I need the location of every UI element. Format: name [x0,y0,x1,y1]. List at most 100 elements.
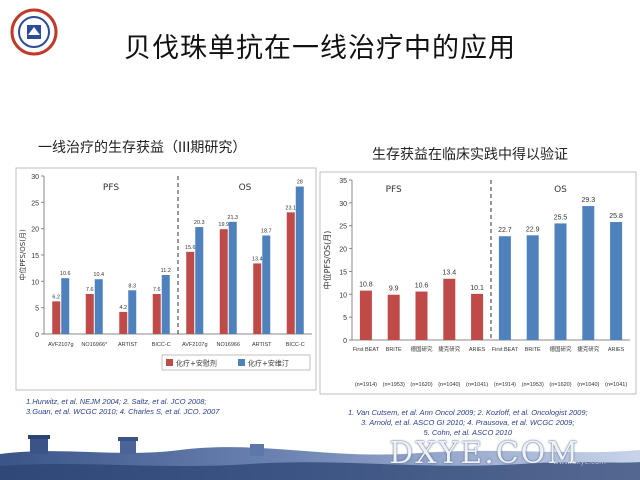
bar [152,293,161,334]
group-label-os: OS [239,183,252,193]
y-tick-label: 0 [343,338,347,345]
y-tick-label: 30 [339,201,347,208]
x-tick-label: ARIES [469,347,486,353]
data-label: 10.1 [470,285,484,292]
university-logo [10,8,58,56]
x-tick-label: NO16966* [81,342,108,348]
y-tick-label: 20 [31,227,39,234]
data-label: 21.3 [227,215,238,221]
bar [295,186,304,334]
y-tick-label: 10 [31,279,39,286]
y-tick-label: 35 [339,178,347,185]
right-bar-chart: 0 5 10 15 20 25 30 35 中位PFS/OS(月) 10.8 First BEAT (… [319,171,637,395]
right-ref-line: 5. Cohn, et al. ASCO 2010 [423,428,513,437]
n-label: (n=1914) [355,382,377,388]
bar [94,279,103,334]
bar [471,293,484,340]
x-tick-label: NO16966 [216,342,240,348]
bar [61,278,70,334]
bar [359,290,372,340]
bar [253,263,262,334]
x-tick-label: 捷克研究 [438,345,461,353]
group-label-os: OS [554,185,567,195]
n-label: (n=1914) [494,382,516,388]
x-tick-label: First BEAT [492,347,519,353]
bar [52,301,61,334]
data-label: 13.4 [442,270,456,277]
data-label: 9.9 [389,286,399,293]
x-tick-label: AVF2107g [48,342,74,348]
bar [526,235,539,340]
bar [610,222,623,340]
bar [186,251,195,334]
bar [498,236,511,340]
y-tick-label: 5 [35,306,39,313]
legend-label: 化疗+安维汀 [248,359,289,368]
data-label: 7.6 [86,287,94,293]
n-label: (n=1620) [410,382,432,388]
data-label: 10.8 [359,282,373,289]
left-ref-line: 3.Guan, et al. WCGC 2010; 4. Charles S, … [26,407,220,416]
data-label: 18.7 [261,229,272,235]
group-label-pfs: PFS [386,185,402,195]
bar [128,290,137,334]
y-tick-label: 20 [339,247,347,254]
data-label: 15.6 [185,245,196,251]
legend-box [161,354,311,371]
x-tick-label: ARTIST [252,342,272,348]
bar [286,212,295,334]
x-tick-label: BRiTE [386,347,402,353]
data-label: 28 [297,180,303,186]
data-label: 13.4 [252,256,263,262]
bar [387,294,400,340]
y-tick-label: 25 [31,200,39,207]
y-tick-label: 5 [343,315,347,322]
legend-swatch [166,359,173,366]
bar [582,206,595,340]
data-label: 25.8 [609,213,623,220]
right-ref-line: 1. Van Cutsem, et al. Ann Oncol 2009; 2.… [348,408,588,417]
y-axis-label: 中位PFS/OS(月) [322,231,332,290]
left-ref-line: 1.Hurwitz, et al. NEJM 2004; 2. Saltz, e… [26,397,207,406]
data-label: 6.2 [52,294,60,300]
group-label-pfs: PFS [103,183,119,193]
n-label: (n=1953) [383,382,405,388]
x-tick-label: ARIES [608,347,625,353]
y-tick-label: 10 [339,292,347,299]
slide-title: 贝伐珠单抗在一线治疗中的应用 [124,33,516,64]
x-tick-label: First BEAT [353,347,380,353]
y-axis-label: 中位PFS/OS(月) [18,229,27,281]
data-label: 29.3 [581,197,595,204]
great-wall-banner [0,435,640,480]
data-label: 20.3 [194,220,205,226]
n-label: (n=1040) [438,382,460,388]
data-label: 23.1 [285,205,296,211]
bar [554,223,567,340]
data-label: 22.7 [498,227,512,234]
bar [415,291,428,340]
bar [119,311,128,334]
n-label: (n=1040) [577,382,599,388]
y-tick-label: 0 [35,332,39,339]
n-label: (n=1041) [605,382,627,388]
right-chart-subtitle: 生存获益在临床实践中得以验证 [372,147,568,163]
x-tick-label: 德国研究 [549,345,572,353]
data-label: 11.2 [161,268,171,274]
data-label: 10.6 [415,283,429,290]
watermark-url: www.dxye.com [553,458,606,466]
legend-swatch [238,359,245,366]
data-label: 25.5 [554,214,568,221]
data-label: 22.9 [526,226,540,233]
bar [219,229,228,334]
right-ref-line: 3. Arnold, et al. ASCO GI 2010; 4. Praus… [361,418,575,427]
bar [161,275,170,334]
y-tick-label: 15 [31,253,39,260]
data-label: 10.6 [60,271,71,277]
left-references: 1.Hurwitz, et al. NEJM 2004; 2. Saltz, e… [26,397,219,417]
left-bar-chart: 0 5 10 15 20 25 30 中位PFS/OS(月) AVF2107g 6.2 10.6 NO… [15,167,317,391]
y-tick-label: 15 [339,269,347,276]
n-label: (n=1620) [549,382,571,388]
x-tick-label: 德国研究 [410,345,433,353]
n-label: (n=1953) [522,382,544,388]
x-tick-label: AVF2107g [182,342,208,348]
